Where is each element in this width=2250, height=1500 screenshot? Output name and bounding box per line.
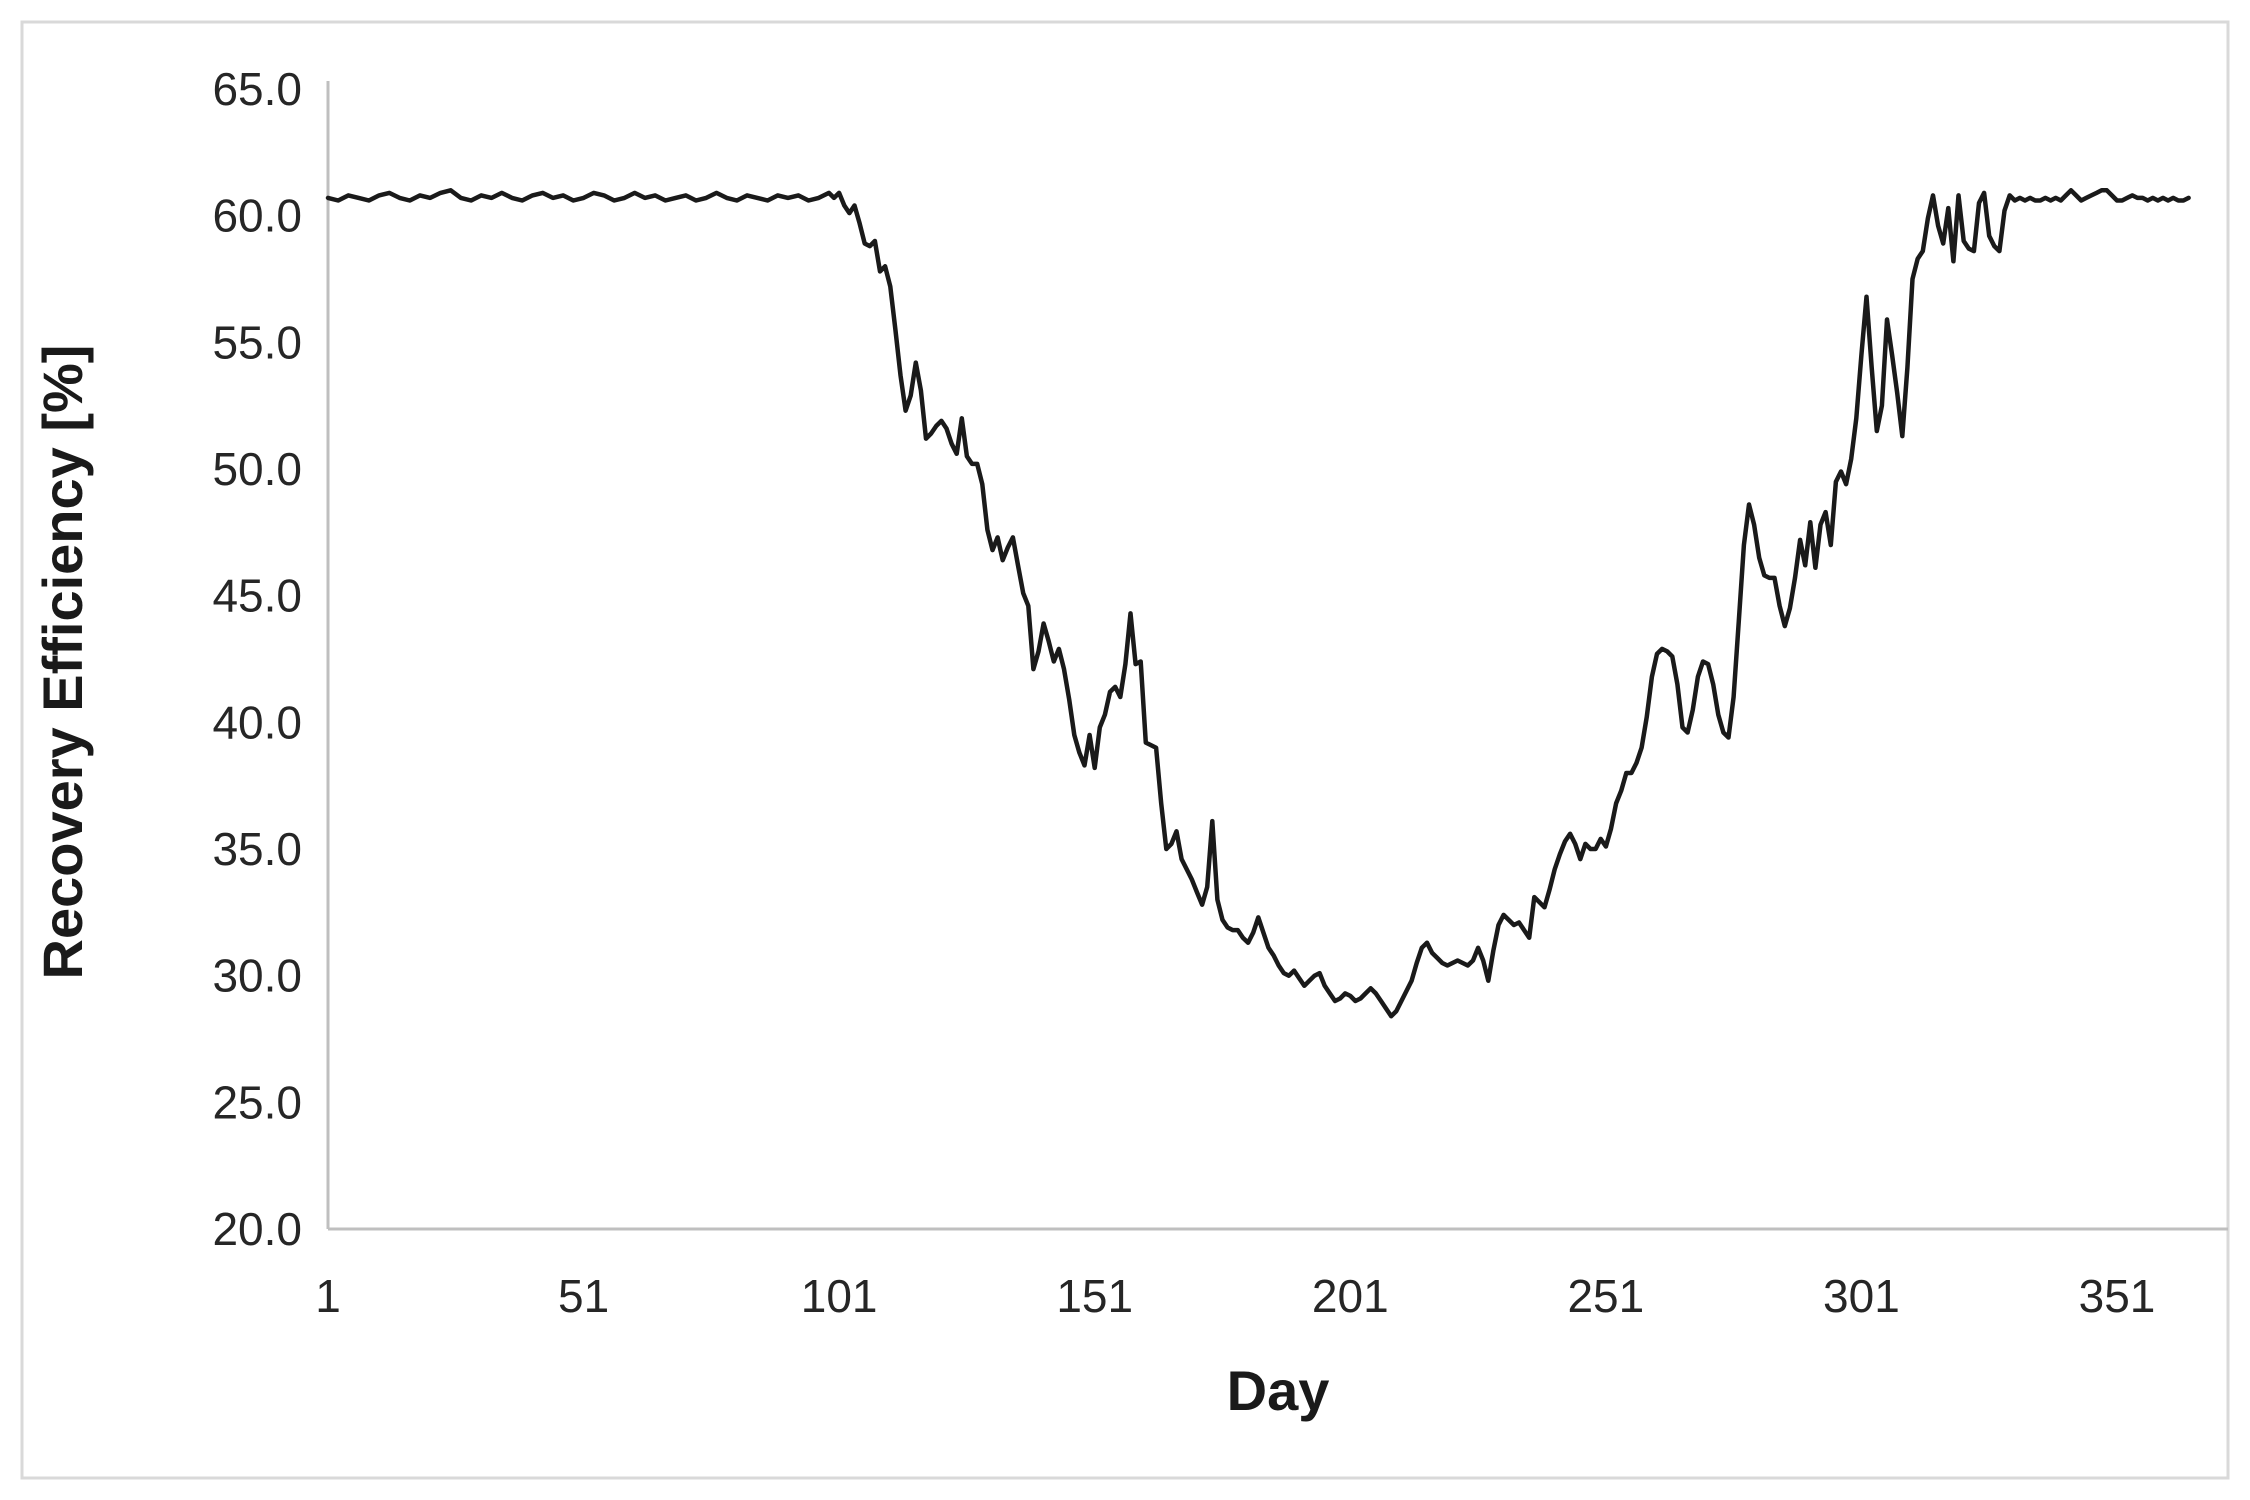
- y-tick-label: 65.0: [212, 63, 302, 115]
- y-tick-label: 60.0: [212, 190, 302, 242]
- x-tick-label: 51: [558, 1270, 609, 1322]
- y-axis-title: Recovery Efficiency [%]: [31, 344, 94, 980]
- y-tick-label: 35.0: [212, 823, 302, 875]
- x-tick-label: 201: [1312, 1270, 1389, 1322]
- x-tick-label: 101: [801, 1270, 878, 1322]
- x-tick-label: 151: [1056, 1270, 1133, 1322]
- chart-border: [20, 20, 2230, 1480]
- x-tick-label: 301: [1823, 1270, 1900, 1322]
- x-tick-label: 351: [2079, 1270, 2156, 1322]
- x-tick-label: 251: [1567, 1270, 1644, 1322]
- efficiency-series-line: [325, 188, 2191, 1019]
- x-axis-title: Day: [1226, 1359, 1330, 1422]
- y-tick-label: 45.0: [212, 570, 302, 622]
- y-tick-label: 40.0: [212, 696, 302, 748]
- y-tick-label: 25.0: [212, 1076, 302, 1128]
- y-tick-label: 20.0: [212, 1203, 302, 1255]
- y-tick-label: 55.0: [212, 316, 302, 368]
- y-tick-label: 50.0: [212, 443, 302, 495]
- y-tick-label: 30.0: [212, 950, 302, 1002]
- x-tick-label: 1: [315, 1270, 341, 1322]
